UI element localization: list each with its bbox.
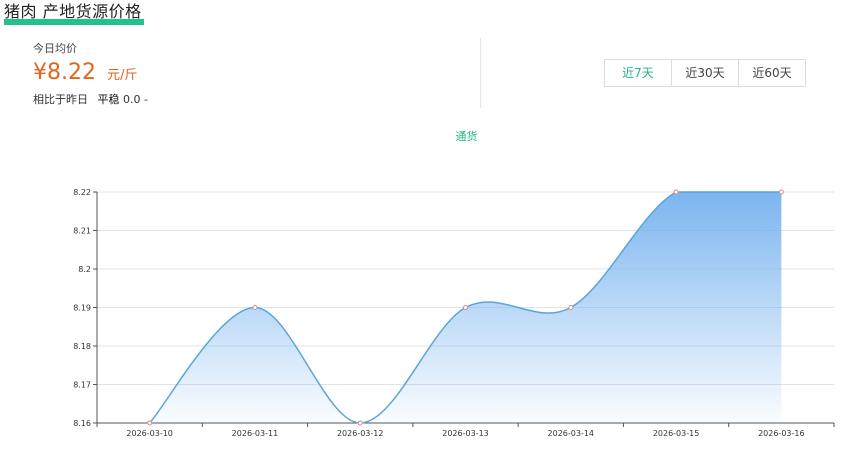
x-tick-label: 2026-03-15	[653, 429, 700, 438]
title-underline	[4, 19, 144, 25]
data-point	[357, 420, 363, 426]
y-tick-label: 8.2	[78, 265, 91, 274]
y-tick-label: 8.18	[73, 342, 91, 351]
tab-7-days[interactable]: 近7天	[605, 60, 671, 86]
data-point	[463, 305, 468, 310]
today-avg-label: 今日均价	[33, 42, 77, 55]
y-tick-label: 8.17	[73, 381, 91, 390]
compare-label: 相比于昨日	[33, 93, 88, 106]
data-point	[673, 189, 679, 195]
y-tick-label: 8.21	[73, 227, 91, 236]
x-tick-label: 2026-03-11	[232, 429, 279, 438]
x-tick-label: 2026-03-10	[126, 429, 173, 438]
trend-text: 平稳	[97, 93, 120, 106]
data-point	[252, 305, 258, 310]
y-tick-label: 8.16	[73, 419, 91, 428]
x-tick-label: 2026-03-14	[548, 429, 595, 438]
compare-row: 相比于昨日 平稳 0.0 -	[33, 91, 148, 107]
tab-30-days[interactable]: 近30天	[671, 60, 738, 86]
data-point	[568, 305, 574, 310]
chart-legend[interactable]: 通货	[0, 128, 851, 144]
x-tick-label: 2026-03-16	[758, 429, 805, 438]
price-summary: 今日均价 ¥8.22 元/斤 相比于昨日 平稳 0.0 -	[33, 40, 148, 107]
price-value: ¥8.22	[33, 60, 96, 85]
tab-60-days[interactable]: 近60天	[738, 60, 805, 86]
x-tick-label: 2026-03-12	[337, 429, 384, 438]
page-title-wrap: 猪肉 产地货源价格	[4, 2, 144, 25]
y-tick-label: 8.22	[73, 188, 91, 197]
change-dash: -	[144, 93, 148, 106]
price-unit: 元/斤	[107, 68, 138, 83]
x-tick-label: 2026-03-13	[442, 429, 489, 438]
data-point	[778, 189, 784, 195]
change-value: 0.0	[123, 93, 141, 106]
section-divider	[480, 38, 481, 108]
page-title: 猪肉 产地货源价格	[4, 2, 142, 21]
data-point	[147, 420, 153, 426]
legend-series-label[interactable]: 通货	[455, 130, 478, 143]
price-row: ¥8.22 元/斤	[33, 60, 148, 85]
range-tabs: 近7天 近30天 近60天	[604, 59, 806, 87]
y-tick-label: 8.19	[73, 304, 91, 313]
